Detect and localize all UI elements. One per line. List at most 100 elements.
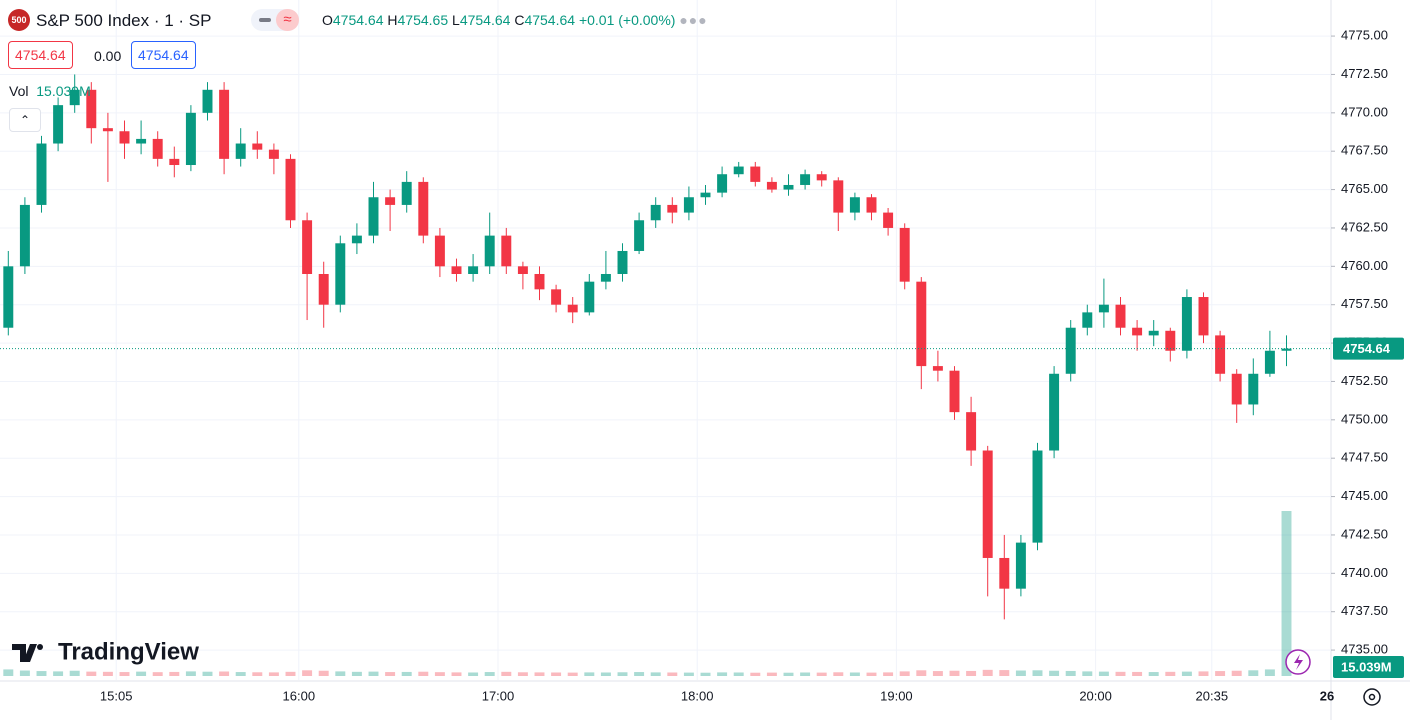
candle-body — [401, 181, 412, 205]
volume-bar — [534, 672, 545, 676]
volume-bar — [501, 671, 512, 676]
candle-body — [916, 281, 927, 367]
volume-bar — [1198, 671, 1209, 676]
candle-body — [717, 174, 728, 193]
volume-bar — [36, 671, 47, 676]
candle-body — [816, 174, 827, 181]
more-dots[interactable]: ●●● — [679, 12, 708, 28]
candle-body — [86, 89, 97, 129]
candle-body — [434, 235, 445, 267]
volume-bar — [717, 672, 728, 676]
y-tick-label: 4765.00 — [1341, 181, 1388, 196]
candle-body — [252, 143, 263, 150]
candle-body — [484, 235, 495, 267]
collapse-button[interactable]: ⌃ — [9, 108, 41, 132]
candle-body — [733, 166, 744, 175]
date-label: 26 — [1320, 688, 1334, 703]
volume-bar — [468, 672, 479, 676]
candle-body — [1281, 348, 1292, 351]
volume-bar — [152, 672, 163, 676]
ohlc-key: L — [452, 12, 460, 28]
candle-body — [451, 266, 462, 274]
y-tick-label: 4772.50 — [1341, 66, 1388, 81]
y-tick-label: 4767.50 — [1341, 143, 1388, 158]
volume-bar — [219, 671, 230, 676]
volume-bar — [1015, 670, 1026, 676]
y-tick-label: 4742.50 — [1341, 526, 1388, 541]
settings-icon-dot — [1368, 693, 1376, 701]
volume-bar — [1215, 671, 1226, 676]
candle-body — [700, 192, 711, 198]
spread: 0.00 — [94, 48, 122, 64]
volume-bar — [883, 672, 894, 676]
plot: 4735.00 4737.50 4740.00 4742.50 4745.00 4747.… — [0, 0, 1404, 703]
volume-bar — [617, 672, 628, 676]
candle-body — [683, 197, 694, 213]
volume-bar — [136, 671, 147, 676]
ohlc-key: C — [514, 12, 525, 28]
volume-bar — [19, 670, 30, 676]
y-tick-label: 4760.00 — [1341, 258, 1388, 273]
volume-legend-label: Vol — [9, 83, 29, 99]
volume-bar — [401, 671, 412, 676]
volume-bar — [434, 672, 445, 676]
volume-bar — [102, 671, 113, 676]
volume-bar — [335, 671, 346, 676]
candle-body — [1015, 542, 1026, 589]
candle-body — [119, 131, 130, 144]
volume-bar — [1264, 669, 1275, 676]
ohlc-value: 4754.64 — [524, 12, 576, 28]
volume-bar — [932, 671, 943, 676]
candle-body — [368, 197, 379, 236]
x-tick-label: 20:00 — [1079, 688, 1112, 703]
volume-bar — [567, 672, 578, 676]
volume-bar — [268, 672, 279, 676]
candle-body — [999, 557, 1010, 589]
candle-body — [866, 197, 877, 213]
volume-bar — [169, 671, 180, 676]
ohlc-legend: O4754.64 H4754.65 L4754.64 C4754.64 +0.0… — [322, 12, 708, 28]
x-tick-label: 16:00 — [283, 688, 316, 703]
candle-body — [1148, 330, 1159, 336]
y-tick-label: 4750.00 — [1341, 411, 1388, 426]
y-tick-label: 4762.50 — [1341, 219, 1388, 234]
candle-body — [1049, 373, 1060, 451]
candle-body — [219, 89, 230, 159]
candle-body — [1248, 373, 1259, 405]
candle-body — [650, 204, 661, 221]
candle-body — [1231, 373, 1242, 405]
ask-box[interactable]: 4754.64 — [131, 41, 196, 69]
volume-bar — [69, 670, 80, 676]
candle-body — [966, 412, 977, 451]
candle-body — [783, 184, 794, 190]
candle-body — [152, 138, 163, 159]
volume-bar — [733, 672, 744, 676]
volume-legend-value: 15.039M — [36, 83, 91, 99]
candle-body — [1264, 350, 1275, 374]
settings-icon[interactable] — [1363, 688, 1381, 706]
candle-body — [418, 181, 429, 236]
volume-bar — [1098, 671, 1109, 676]
candle-body — [1098, 304, 1109, 313]
volume-bar — [1181, 671, 1192, 676]
volume-bar — [683, 672, 694, 676]
y-tick-label: 4747.50 — [1341, 450, 1388, 465]
volume-bar — [3, 669, 14, 676]
volume-legend: Vol 15.039M — [9, 83, 91, 99]
candle-body — [3, 266, 14, 328]
candle-body — [1032, 450, 1043, 543]
candle-body — [385, 197, 396, 205]
symbol-title[interactable]: S&P 500 Index · 1 · SP — [36, 11, 212, 30]
ohlc-key: O — [322, 12, 333, 28]
candle-body — [667, 204, 678, 213]
x-tick-label: 15:05 — [100, 688, 133, 703]
candle-body — [501, 235, 512, 267]
candle-body — [932, 366, 943, 371]
bid-box[interactable]: 4754.64 — [8, 41, 73, 69]
candle-body — [584, 281, 595, 313]
candle-body — [235, 143, 246, 159]
volume-bar — [1231, 670, 1242, 676]
status-pill[interactable]: ≈ — [251, 9, 299, 31]
